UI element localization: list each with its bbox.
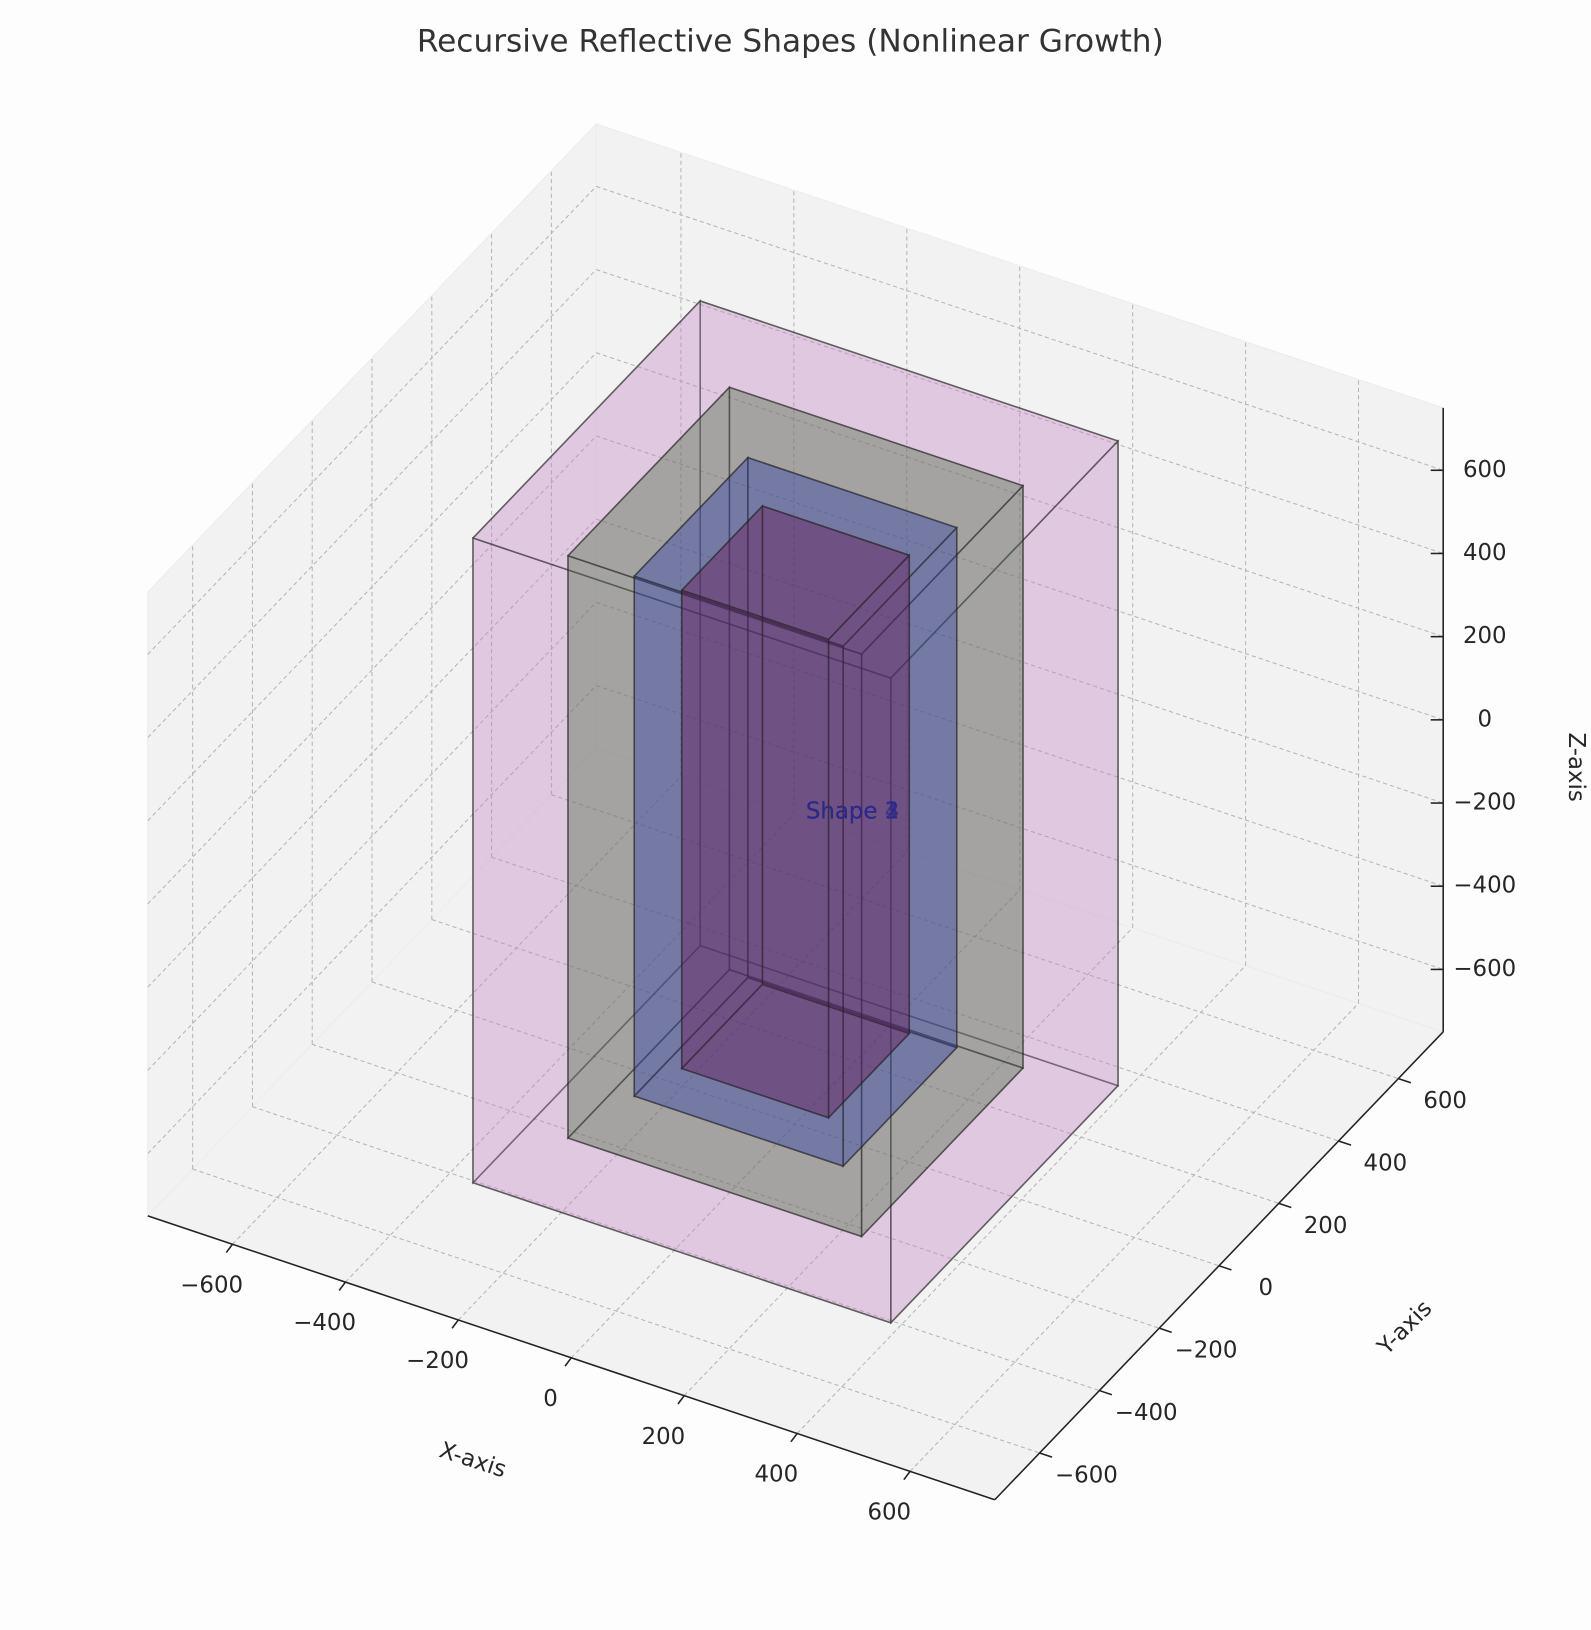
z-tick-label: 600 (1463, 457, 1507, 483)
box-face (632, 976, 959, 1168)
z-tick-label: 200 (1463, 623, 1507, 649)
y-tick (1158, 1327, 1172, 1334)
box-face (747, 456, 958, 1049)
box (566, 385, 1025, 1239)
box-face (680, 589, 830, 1119)
y-tick (1398, 1077, 1412, 1084)
box-face (827, 553, 911, 1120)
grid-line (457, 851, 908, 1321)
x-tick (225, 1243, 234, 1254)
grid-line (147, 269, 597, 738)
x-tick-label: 0 (543, 1386, 558, 1412)
x-tick (677, 1395, 685, 1405)
grid-line (147, 435, 597, 905)
x-tick (338, 1281, 347, 1291)
box-face (680, 983, 911, 1119)
shape-label: Shape 2 (806, 798, 899, 824)
grid-line (596, 518, 1444, 804)
box-face (842, 525, 958, 1169)
grid-line (683, 927, 1134, 1397)
box-face (567, 385, 731, 1141)
box-face (472, 299, 701, 1185)
grid-line (491, 856, 1339, 1142)
y-tick (1338, 1140, 1352, 1146)
grid-line (312, 1043, 1160, 1329)
x-tick-label: −200 (406, 1348, 469, 1374)
box-face (471, 300, 1120, 679)
y-tick-label: −200 (1175, 1338, 1238, 1364)
x-tick-label: 600 (867, 1499, 911, 1525)
grid-line (596, 352, 1444, 638)
chart-title: Recursive Reflective Shapes (Nonlinear G… (417, 23, 1164, 59)
y-tick-label: 600 (1423, 1088, 1467, 1114)
y-tick (1218, 1265, 1232, 1271)
box-face (860, 483, 1024, 1239)
z-tick-label: 0 (1478, 706, 1493, 732)
x-tick-label: −400 (293, 1310, 356, 1336)
z-tick-label: 400 (1463, 540, 1507, 566)
box-face (680, 504, 764, 1071)
x-tick (451, 1319, 459, 1329)
box (632, 455, 959, 1169)
grid-line (147, 601, 597, 1071)
shape-label: Shape 4 (806, 798, 899, 824)
grid-line (147, 352, 597, 822)
x-tick (790, 1433, 798, 1443)
grid-line (596, 269, 1444, 554)
box-face (728, 386, 1024, 1070)
y-tick-label: −400 (1115, 1400, 1178, 1426)
box-face (633, 575, 844, 1168)
grid-line (596, 685, 1444, 970)
box-face (567, 554, 863, 1238)
box-face (633, 455, 749, 1099)
box-face (471, 944, 1120, 1324)
grid-line (252, 1106, 1100, 1392)
y-tick (1278, 1202, 1292, 1209)
box-face (566, 386, 1025, 656)
shape-label: Shape 1 (806, 798, 899, 824)
box-face (472, 536, 892, 1324)
grid-line (147, 186, 597, 655)
z-tick-label: −600 (1453, 956, 1516, 982)
z-axis-label: Z-axis (1563, 733, 1589, 802)
x-axis-label: X-axis (436, 1437, 509, 1483)
y-tick-label: 400 (1364, 1150, 1408, 1176)
grid-line (345, 813, 795, 1283)
box-face (566, 968, 1025, 1238)
box-face (632, 456, 959, 648)
x-tick (564, 1357, 572, 1367)
grid-line (596, 435, 1444, 721)
grid-line (371, 981, 1220, 1267)
z-tick-label: −400 (1453, 873, 1516, 899)
grid-line (192, 1168, 1040, 1454)
grid-line (147, 685, 597, 1154)
grid-line (596, 185, 1444, 471)
y-tick (1099, 1389, 1113, 1396)
y-tick-label: −600 (1055, 1462, 1118, 1488)
y-tick-label: 200 (1304, 1213, 1348, 1239)
grid-line (551, 794, 1399, 1080)
x-tick-label: −600 (180, 1272, 243, 1298)
box-face (761, 504, 911, 1035)
shape-label: Shape 3 (806, 798, 899, 824)
x-tick (903, 1470, 911, 1481)
grid-line (147, 518, 597, 988)
y-axis-label: Y-axis (1372, 1296, 1437, 1361)
x-tick-label: 400 (755, 1462, 799, 1488)
grid-line (431, 919, 1279, 1204)
y-tick-label: 0 (1259, 1275, 1274, 1301)
box-face (699, 299, 1119, 1087)
z-tick-label: −200 (1453, 790, 1516, 816)
box (680, 504, 911, 1120)
grid-line (596, 601, 1444, 887)
box (471, 299, 1120, 1325)
x-tick-label: 200 (642, 1424, 686, 1450)
y-tick (1039, 1452, 1053, 1458)
box-face (680, 505, 911, 641)
box-face (890, 439, 1119, 1325)
